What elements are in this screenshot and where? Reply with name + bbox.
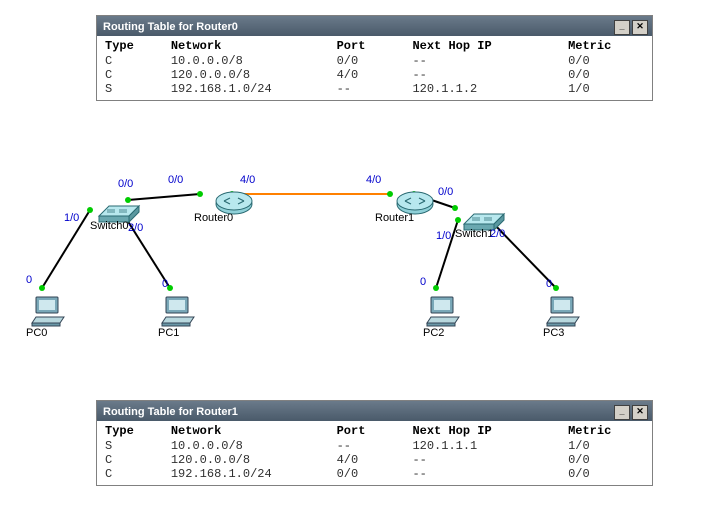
cell: 0/0 xyxy=(337,54,413,68)
column-header: Type xyxy=(105,423,171,439)
column-header: Next Hop IP xyxy=(412,423,568,439)
cell: 4/0 xyxy=(337,68,413,82)
cell: 10.0.0.0/8 xyxy=(171,54,337,68)
link-status-dot xyxy=(39,285,45,291)
close-button[interactable]: ✕ xyxy=(632,405,648,420)
cell: 10.0.0.0/8 xyxy=(171,439,337,453)
device-label: PC2 xyxy=(423,327,444,339)
device-label: Switch0 xyxy=(90,220,129,232)
port-label: 0 xyxy=(162,278,168,290)
port-label: 0/0 xyxy=(118,178,133,190)
cell: -- xyxy=(337,82,413,96)
column-header: Port xyxy=(337,38,413,54)
port-label: 4/0 xyxy=(366,174,381,186)
cell: C xyxy=(105,467,171,481)
cell: S xyxy=(105,82,171,96)
cell: 1/0 xyxy=(568,82,644,96)
pc-icon xyxy=(545,295,581,327)
cell: -- xyxy=(412,54,568,68)
port-label: 0 xyxy=(420,276,426,288)
column-header: Network xyxy=(171,423,337,439)
cell: 192.168.1.0/24 xyxy=(171,82,337,96)
cell: 0/0 xyxy=(568,68,644,82)
port-label: 1/0 xyxy=(64,212,79,224)
table-row: C192.168.1.0/240/0--0/0 xyxy=(105,467,644,481)
port-label: 4/0 xyxy=(240,174,255,186)
window-title: Routing Table for Router1 xyxy=(103,406,238,418)
routing-table-router1-window: Routing Table for Router1 _ ✕ TypeNetwor… xyxy=(96,400,653,486)
port-label: 1/0 xyxy=(436,230,451,242)
port-label: 0 xyxy=(546,278,552,290)
pc-icon xyxy=(30,295,66,327)
device-label: Router1 xyxy=(375,212,414,224)
routing-table-router0: TypeNetworkPortNext Hop IPMetric C10.0.0… xyxy=(105,38,644,96)
cell: 120.0.0.0/8 xyxy=(171,453,337,467)
device-label: PC3 xyxy=(543,327,564,339)
port-label: 0/0 xyxy=(168,174,183,186)
cell: 0/0 xyxy=(568,453,644,467)
topology-links-layer xyxy=(0,130,718,360)
column-header: Next Hop IP xyxy=(412,38,568,54)
cell: 0/0 xyxy=(568,467,644,481)
port-label: 0 xyxy=(26,274,32,286)
cell: 120.1.1.2 xyxy=(412,82,568,96)
link-status-dot xyxy=(452,205,458,211)
column-header: Type xyxy=(105,38,171,54)
device-pc3[interactable] xyxy=(545,295,581,327)
cell: S xyxy=(105,439,171,453)
device-label: Router0 xyxy=(194,212,233,224)
link-status-dot xyxy=(387,191,393,197)
cell: 0/0 xyxy=(568,54,644,68)
device-label: PC1 xyxy=(158,327,179,339)
table-row: C10.0.0.0/80/0--0/0 xyxy=(105,54,644,68)
column-header: Port xyxy=(337,423,413,439)
device-pc2[interactable] xyxy=(425,295,461,327)
device-pc1[interactable] xyxy=(160,295,196,327)
link-status-dot xyxy=(433,285,439,291)
port-label: 2/0 xyxy=(490,228,505,240)
link-status-dot xyxy=(197,191,203,197)
cell: -- xyxy=(412,467,568,481)
device-label: Switch1 xyxy=(455,228,494,240)
window-title: Routing Table for Router0 xyxy=(103,21,238,33)
cell: 192.168.1.0/24 xyxy=(171,467,337,481)
table-row: S10.0.0.0/8--120.1.1.11/0 xyxy=(105,439,644,453)
cell: -- xyxy=(337,439,413,453)
titlebar[interactable]: Routing Table for Router0 _ ✕ xyxy=(97,16,652,36)
table-row: C120.0.0.0/84/0--0/0 xyxy=(105,68,644,82)
titlebar[interactable]: Routing Table for Router1 _ ✕ xyxy=(97,401,652,421)
column-header: Metric xyxy=(568,38,644,54)
minimize-button[interactable]: _ xyxy=(614,20,630,35)
cell: 120.0.0.0/8 xyxy=(171,68,337,82)
pc-icon xyxy=(160,295,196,327)
port-label: 2/0 xyxy=(128,222,143,234)
link-status-dot xyxy=(87,207,93,213)
cell: -- xyxy=(412,68,568,82)
cell: C xyxy=(105,68,171,82)
routing-table-router0-window: Routing Table for Router0 _ ✕ TypeNetwor… xyxy=(96,15,653,101)
cell: 120.1.1.1 xyxy=(412,439,568,453)
cell: C xyxy=(105,54,171,68)
pc-icon xyxy=(425,295,461,327)
column-header: Network xyxy=(171,38,337,54)
table-row: S192.168.1.0/24--120.1.1.21/0 xyxy=(105,82,644,96)
routing-table-router1: TypeNetworkPortNext Hop IPMetric S10.0.0… xyxy=(105,423,644,481)
network-topology: Switch0 Router0 Router1 Switch1 PC0 PC1 PC2 PC3… xyxy=(0,130,718,360)
device-label: PC0 xyxy=(26,327,47,339)
port-label: 0/0 xyxy=(438,186,453,198)
cell: -- xyxy=(412,453,568,467)
cell: 0/0 xyxy=(337,467,413,481)
cell: 1/0 xyxy=(568,439,644,453)
link-status-dot xyxy=(553,285,559,291)
cell: 4/0 xyxy=(337,453,413,467)
minimize-button[interactable]: _ xyxy=(614,405,630,420)
column-header: Metric xyxy=(568,423,644,439)
close-button[interactable]: ✕ xyxy=(632,20,648,35)
device-pc0[interactable] xyxy=(30,295,66,327)
table-row: C120.0.0.0/84/0--0/0 xyxy=(105,453,644,467)
cell: C xyxy=(105,453,171,467)
